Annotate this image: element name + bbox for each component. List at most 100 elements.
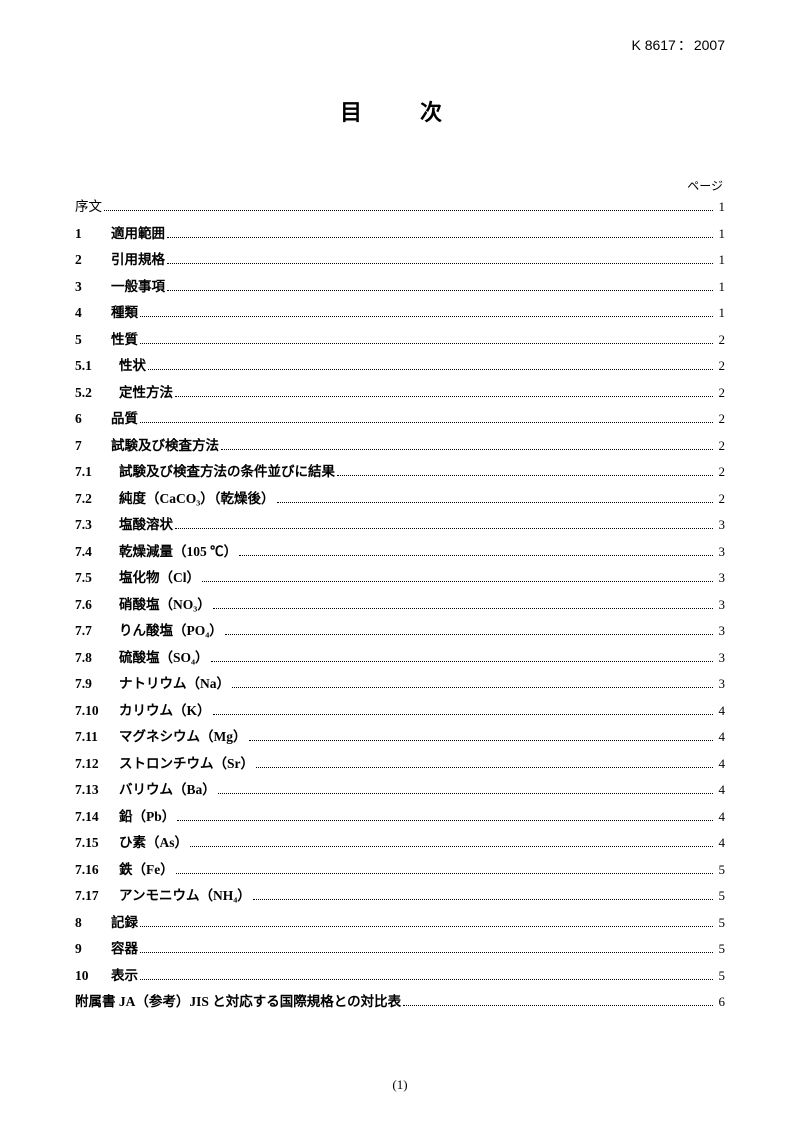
toc-leader-dots xyxy=(403,1005,713,1006)
code-text: K 8617 xyxy=(631,37,675,53)
toc-entry-text: ひ素（As） xyxy=(119,836,188,850)
toc-leader-dots xyxy=(232,687,713,688)
toc-row: 10表示5 xyxy=(75,969,725,983)
toc-leader-dots xyxy=(211,661,713,662)
toc-leader-dots xyxy=(239,555,713,556)
toc-page-number: 3 xyxy=(717,545,725,558)
toc-leader-dots xyxy=(148,369,713,370)
toc-leader-dots xyxy=(256,767,713,768)
toc-row: 7.10カリウム（K）4 xyxy=(75,704,725,718)
toc-entry-text: 性質 xyxy=(111,333,138,347)
toc-number: 7.4 xyxy=(75,545,119,559)
toc-number: 7.7 xyxy=(75,624,119,638)
toc-number: 7.9 xyxy=(75,677,119,691)
code-separator: ： xyxy=(678,37,692,53)
toc-entry-text: 品質 xyxy=(111,412,138,426)
toc-page-number: 3 xyxy=(717,598,725,611)
toc-row: 9容器5 xyxy=(75,942,725,956)
toc-leader-dots xyxy=(202,581,713,582)
toc-row: 7.9ナトリウム（Na）3 xyxy=(75,677,725,691)
toc-row: 7.6硝酸塩（NO₃）3 xyxy=(75,598,725,612)
toc-page-number: 2 xyxy=(717,492,725,505)
toc-page-number: 1 xyxy=(717,253,725,266)
toc-leader-dots xyxy=(104,210,713,211)
toc-leader-dots xyxy=(225,634,713,635)
toc-number: 6 xyxy=(75,412,111,426)
code-year: 2007 xyxy=(694,37,725,53)
toc-leader-dots xyxy=(177,820,713,821)
toc-row: 3一般事項1 xyxy=(75,280,725,294)
toc-page-number: 5 xyxy=(717,916,725,929)
toc-entry-text: 硝酸塩（NO₃） xyxy=(119,598,211,612)
toc-page-number: 2 xyxy=(717,412,725,425)
toc-entry-text: 試験及び検査方法 xyxy=(111,439,219,453)
toc-leader-dots xyxy=(140,343,713,344)
toc-number: 7.8 xyxy=(75,651,119,665)
toc-leader-dots xyxy=(140,979,713,980)
toc-leader-dots xyxy=(213,608,713,609)
toc-entry-text: マグネシウム（Mg） xyxy=(119,730,247,744)
toc-number: 7.2 xyxy=(75,492,119,506)
toc-leader-dots xyxy=(176,873,713,874)
toc-page-number: 5 xyxy=(717,942,725,955)
toc-entry-text: 引用規格 xyxy=(111,253,165,267)
toc-number: 10 xyxy=(75,969,111,983)
toc-page-number: 2 xyxy=(717,359,725,372)
toc-number: 1 xyxy=(75,227,111,241)
toc-page-number: 3 xyxy=(717,518,725,531)
toc-entry-text: 塩酸溶状 xyxy=(119,518,173,532)
toc-entry-text: 序文 xyxy=(75,200,102,214)
toc-number: 7.17 xyxy=(75,889,119,903)
toc-page-number: 6 xyxy=(717,995,725,1008)
toc-leader-dots xyxy=(167,237,713,238)
toc-number: 7.3 xyxy=(75,518,119,532)
toc-number: 7.1 xyxy=(75,465,119,479)
toc-page-number: 4 xyxy=(717,730,725,743)
toc-row: 7.7りん酸塩（PO₄）3 xyxy=(75,624,725,638)
toc-number: 5.1 xyxy=(75,359,119,373)
toc-entry-text: 硫酸塩（SO₄） xyxy=(119,651,209,665)
toc-row: 7.11マグネシウム（Mg）4 xyxy=(75,730,725,744)
toc-page-number: 3 xyxy=(717,571,725,584)
toc-number: 2 xyxy=(75,253,111,267)
toc-entry-text: 試験及び検査方法の条件並びに結果 xyxy=(119,465,335,479)
toc-row: 5.1性状 2 xyxy=(75,359,725,373)
toc-row: 7.8硫酸塩（SO₄） 3 xyxy=(75,651,725,665)
toc-leader-dots xyxy=(140,952,713,953)
toc-number: 7 xyxy=(75,439,111,453)
toc-leader-dots xyxy=(218,793,713,794)
toc-entry-text: 性状 xyxy=(119,359,146,373)
toc-row: 5性質2 xyxy=(75,333,725,347)
toc-row: 7.3塩酸溶状 3 xyxy=(75,518,725,532)
toc-page-number: 4 xyxy=(717,783,725,796)
toc-row: 8記録5 xyxy=(75,916,725,930)
toc-page-number: 1 xyxy=(717,306,725,319)
toc-page-number: 1 xyxy=(717,280,725,293)
toc-page-number: 2 xyxy=(717,439,725,452)
toc-leader-dots xyxy=(167,263,713,264)
toc-number: 7.16 xyxy=(75,863,119,877)
toc-row: 7.1試験及び検査方法の条件並びに結果2 xyxy=(75,465,725,479)
toc-entry-text: りん酸塩（PO₄） xyxy=(119,624,223,638)
toc-number: 5.2 xyxy=(75,386,119,400)
toc-row: 7.12ストロンチウム（Sr）4 xyxy=(75,757,725,771)
toc-entry-text: 純度（CaCO₃）（乾燥後） xyxy=(119,492,275,506)
toc-page-number: 3 xyxy=(717,651,725,664)
toc-leader-dots xyxy=(140,926,713,927)
toc-leader-dots xyxy=(249,740,714,741)
toc-row: 7.15ひ素（As）4 xyxy=(75,836,725,850)
toc-leader-dots xyxy=(190,846,713,847)
toc-leader-dots xyxy=(221,449,713,450)
toc-entry-text: 乾燥減量（105 ℃） xyxy=(119,545,237,559)
toc-row: 7.16鉄（Fe）5 xyxy=(75,863,725,877)
toc-page-number: 1 xyxy=(717,200,725,213)
toc-row: 7.4乾燥減量（105 ℃） 3 xyxy=(75,545,725,559)
toc-row: 2引用規格 1 xyxy=(75,253,725,267)
toc-leader-dots xyxy=(253,899,713,900)
toc-entry-text: アンモニウム（NH₄） xyxy=(119,889,251,903)
footer-page-number: (1) xyxy=(0,1077,800,1093)
toc-row: 7試験及び検査方法 2 xyxy=(75,439,725,453)
toc-entry-text: ストロンチウム（Sr） xyxy=(119,757,254,771)
toc-entry-text: 種類 xyxy=(111,306,138,320)
toc-entry-text: 鉄（Fe） xyxy=(119,863,174,877)
